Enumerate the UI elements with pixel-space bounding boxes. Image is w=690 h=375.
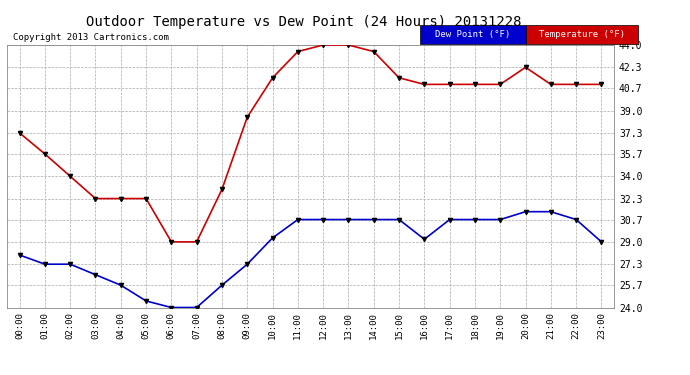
Text: Outdoor Temperature vs Dew Point (24 Hours) 20131228: Outdoor Temperature vs Dew Point (24 Hou…: [86, 15, 522, 29]
Text: Dew Point (°F): Dew Point (°F): [435, 30, 511, 39]
FancyBboxPatch shape: [526, 24, 638, 44]
Text: Copyright 2013 Cartronics.com: Copyright 2013 Cartronics.com: [13, 33, 169, 42]
Text: Temperature (°F): Temperature (°F): [539, 30, 625, 39]
FancyBboxPatch shape: [420, 24, 526, 44]
